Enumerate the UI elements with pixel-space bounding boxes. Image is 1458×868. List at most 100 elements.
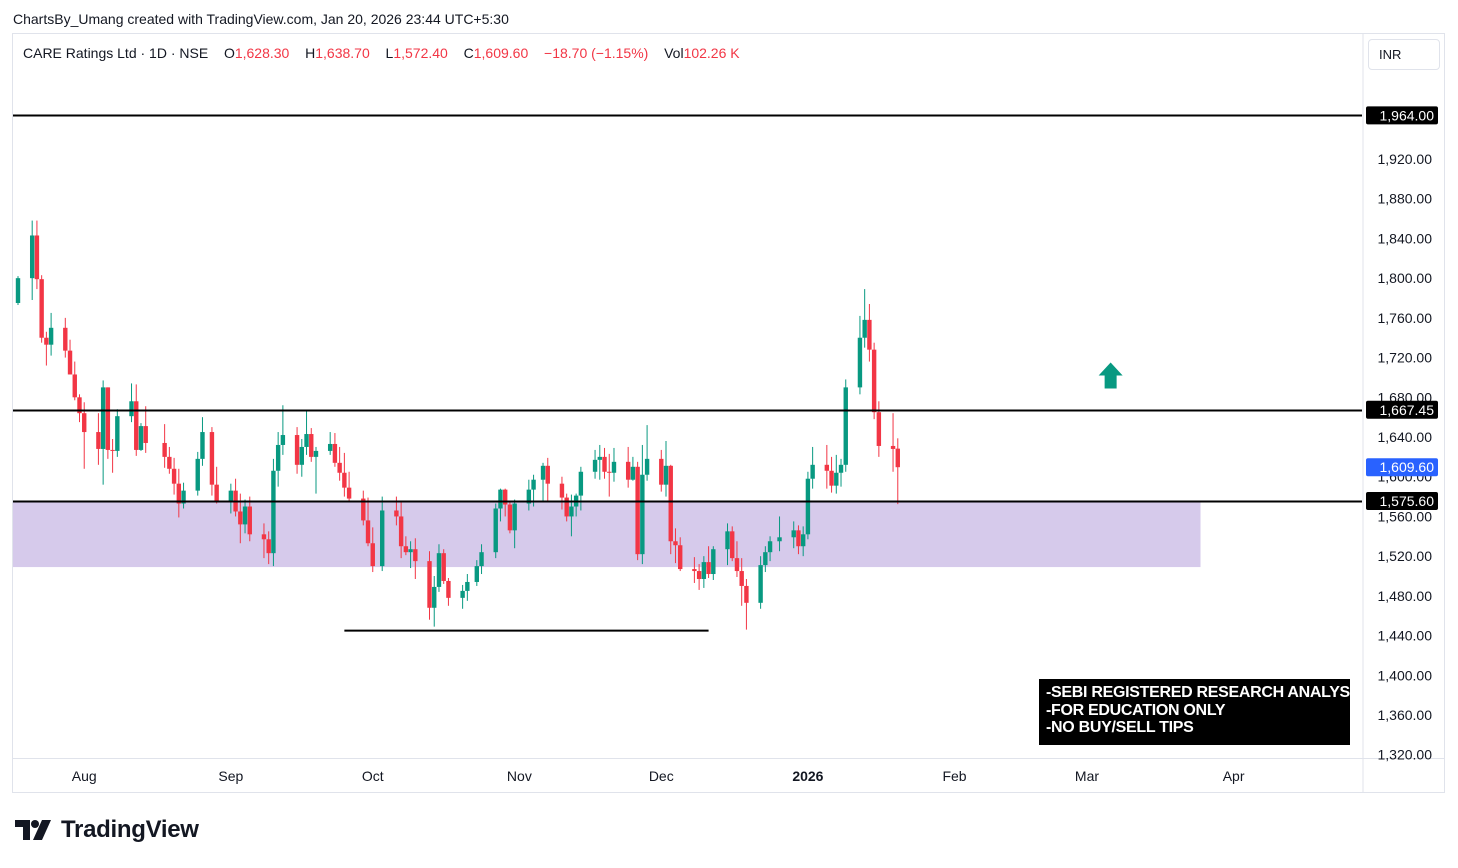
candle-down[interactable] [871,342,877,420]
candle-down[interactable] [361,490,366,526]
candle-down[interactable] [34,220,40,290]
candle-down[interactable] [403,536,409,556]
candle-up[interactable] [242,499,248,534]
candle-up[interactable] [597,444,602,480]
candle-down[interactable] [545,457,550,501]
candle-up[interactable] [767,536,773,562]
candle-up[interactable] [640,444,645,565]
candle-down[interactable] [96,413,101,465]
candle-up[interactable] [834,454,839,494]
candle-up[interactable] [777,516,782,552]
candle-down[interactable] [261,523,267,559]
candle-down[interactable] [176,468,182,518]
candle-down[interactable] [730,526,735,562]
candle-up[interactable] [512,499,517,549]
candle-up[interactable] [479,544,484,575]
candle-down[interactable] [441,549,446,584]
candle-down[interactable] [446,577,451,606]
candle-down[interactable] [602,447,607,479]
symbol-name[interactable]: CARE Ratings Ltd · 1D · NSE [23,45,209,61]
candle-up[interactable] [280,405,286,455]
candle-up[interactable] [663,440,669,497]
candle-down[interactable] [77,394,82,423]
candle-down[interactable] [625,446,631,488]
candle-up[interactable] [115,409,120,457]
candle-down[interactable] [214,466,219,504]
candle-down[interactable] [678,537,683,572]
candle-down[interactable] [398,501,404,559]
candle-down[interactable] [692,557,697,583]
candle-up[interactable] [48,312,54,356]
candle-down[interactable] [370,527,375,573]
candle-down[interactable] [67,339,73,375]
candle-down[interactable] [294,427,300,474]
candle-down[interactable] [143,406,148,453]
candle-up[interactable] [725,523,730,566]
candle-up[interactable] [200,417,205,466]
candle-down[interactable] [72,361,77,401]
candle-up[interactable] [474,560,480,586]
candle-up[interactable] [304,411,309,455]
candle-down[interactable] [564,493,569,522]
candle-down[interactable] [342,452,347,497]
candle-up[interactable] [711,546,716,580]
candle-down[interactable] [502,488,508,517]
candle-down[interactable] [365,497,371,547]
candle-up[interactable] [578,466,584,511]
candle-up[interactable] [327,432,333,455]
candle-up[interactable] [701,556,707,588]
candle-down[interactable] [507,500,513,534]
candle-up[interactable] [810,446,815,489]
candle-down[interactable] [659,449,664,492]
candle-up[interactable] [493,503,498,559]
tradingview-logo[interactable]: TradingView [15,816,199,844]
currency-button[interactable]: INR [1368,39,1440,70]
candle-down[interactable] [706,546,711,578]
candle-down[interactable] [247,496,252,542]
candle-down[interactable] [309,428,314,462]
candle-down[interactable] [668,464,673,555]
candle-up[interactable] [592,449,598,479]
candle-up[interactable] [29,220,35,301]
candle-up[interactable] [15,276,21,305]
candle-up[interactable] [838,458,844,487]
candle-down[interactable] [337,446,342,481]
candle-up[interactable] [526,479,532,511]
candle-up[interactable] [275,432,281,487]
candle-up[interactable] [436,544,442,592]
candle-down[interactable] [44,331,49,366]
candle-down[interactable] [110,439,115,473]
candle-down[interactable] [233,478,238,517]
candle-up[interactable] [862,289,867,348]
candle-up[interactable] [181,482,186,509]
candle-up[interactable] [498,488,503,522]
candle-down[interactable] [266,531,271,565]
candle-up[interactable] [271,458,276,567]
candle-up[interactable] [763,546,768,573]
candle-down[interactable] [739,558,744,606]
candle-up[interactable] [791,521,796,549]
candle-down[interactable] [162,424,167,468]
candle-down[interactable] [744,578,749,630]
candle-up[interactable] [630,456,636,481]
candle-up[interactable] [644,425,650,481]
candle-up[interactable] [465,574,470,601]
candle-down[interactable] [134,384,139,456]
candle-down[interactable] [346,471,352,502]
candle-down[interactable] [867,303,872,362]
candle-down[interactable] [209,427,215,496]
candle-down[interactable] [890,413,896,472]
up-arrow-icon[interactable] [1098,362,1123,389]
candle-down[interactable] [696,564,702,590]
candle-down[interactable] [427,551,432,620]
candle-up[interactable] [228,483,234,514]
candle-down[interactable] [167,446,172,474]
candle-down[interactable] [559,476,565,510]
candle-up[interactable] [758,556,763,609]
candle-down[interactable] [105,387,111,459]
candle-down[interactable] [734,541,740,578]
candle-up[interactable] [460,584,465,609]
candle-up[interactable] [100,380,106,485]
candle-up[interactable] [313,446,319,494]
